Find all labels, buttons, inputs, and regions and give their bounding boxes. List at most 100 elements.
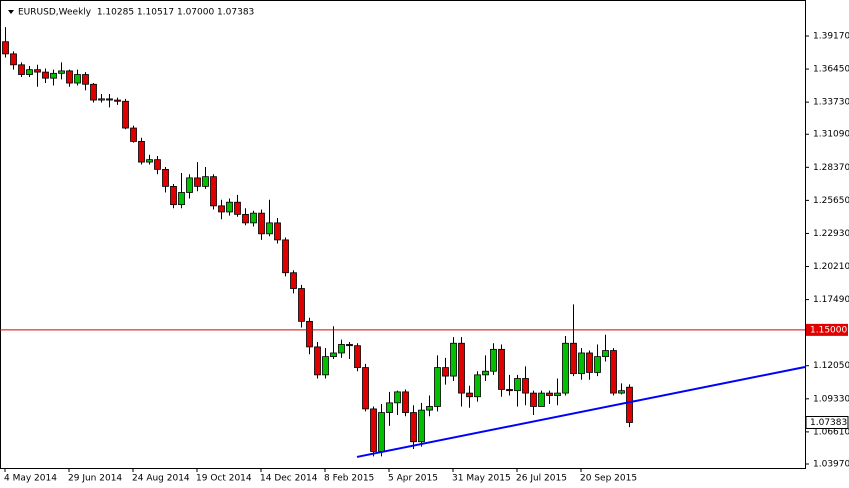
candle-body [450, 342, 457, 377]
candle-body [618, 390, 625, 394]
candle-body [306, 320, 313, 348]
candle-body [466, 392, 473, 398]
candle-body [26, 69, 33, 75]
candle-body [546, 392, 553, 396]
candle-body [282, 239, 289, 274]
y-tick-label: 1.25650 [813, 196, 849, 206]
candle-body [362, 367, 369, 410]
x-tick-label: 8 Feb 2015 [324, 474, 374, 484]
candle-body [474, 374, 481, 398]
candle-body [74, 74, 81, 84]
candle-body [394, 391, 401, 404]
candle-body [402, 391, 409, 413]
y-tick-label: 1.20210 [813, 262, 849, 272]
candle-body [42, 71, 49, 79]
candle-body [610, 350, 617, 394]
candle-body [370, 408, 377, 452]
candle-body [162, 168, 169, 187]
candle-body [130, 127, 137, 142]
candle-body [570, 342, 577, 375]
menu-arrow [8, 10, 14, 14]
x-tick-label: 5 Apr 2015 [388, 474, 438, 484]
candle-body [178, 192, 185, 206]
candle-body [602, 350, 609, 358]
candle-body [578, 352, 585, 375]
x-tick-label: 19 Oct 2014 [196, 474, 252, 484]
candle-body [354, 345, 361, 368]
candle-body [626, 386, 633, 423]
candle-body [562, 342, 569, 394]
candle-body [2, 41, 9, 55]
candle-body [442, 367, 449, 377]
candle-body [322, 356, 329, 376]
y-tick-label: 1.06610 [813, 427, 849, 437]
y-tick-label: 1.17490 [813, 295, 849, 305]
candle-body [314, 346, 321, 376]
candle-body [538, 392, 545, 407]
candle-body [218, 205, 225, 213]
candle-body [274, 222, 281, 241]
candle-body [114, 99, 121, 102]
candle-body [594, 356, 601, 373]
y-tick-label: 1.28370 [813, 163, 849, 173]
candle-body [386, 402, 393, 413]
candle-body [18, 64, 25, 75]
candle-body [434, 367, 441, 407]
x-tick-label: 29 Jun 2014 [68, 474, 122, 484]
candle-body [82, 74, 89, 85]
y-tick-label: 1.36450 [813, 65, 849, 75]
candle-body [530, 392, 537, 407]
candle-body [514, 378, 521, 392]
candle-body [122, 100, 129, 129]
candle-body [554, 392, 561, 396]
candle-body [378, 412, 385, 452]
y-tick-label: 1.12050 [813, 361, 849, 371]
candle-body [90, 83, 97, 101]
candle-body [290, 272, 297, 289]
candle-body [266, 222, 273, 235]
candle-body [458, 342, 465, 394]
candle-body [226, 201, 233, 213]
trendline [356, 365, 806, 458]
y-tick-label: 1.22930 [813, 229, 849, 239]
candle-body [410, 412, 417, 443]
candle-body [50, 72, 57, 79]
level-label: 1.15000 [810, 325, 847, 335]
candle-body [522, 378, 529, 394]
chart-header: EURUSD,Weekly 1.10285 1.10517 1.07000 1.… [18, 8, 254, 18]
candle-body [298, 288, 305, 322]
y-tick-label: 1.33730 [813, 98, 849, 108]
candle-body [346, 344, 353, 347]
candle-body [418, 409, 425, 443]
candle-body [506, 389, 513, 392]
candle-body [338, 344, 345, 354]
y-tick-label: 1.31090 [813, 130, 849, 140]
x-tick-label: 14 Dec 2014 [260, 474, 318, 484]
y-tick-label: 1.09330 [813, 394, 849, 404]
candle-body [482, 370, 489, 376]
candle-body [202, 176, 209, 187]
candle-body [234, 201, 241, 215]
x-tick-label: 26 Jul 2015 [516, 474, 567, 484]
candle-body [250, 212, 257, 224]
level-label-box [806, 323, 848, 336]
candle-body [210, 176, 217, 207]
y-tick-label: 1.39170 [813, 31, 849, 41]
candle-body [242, 213, 249, 224]
x-tick-label: 31 May 2015 [452, 474, 511, 484]
candle-body [34, 69, 41, 73]
candle-body [330, 352, 337, 358]
candle-body [106, 98, 113, 101]
candle-body [194, 177, 201, 187]
x-tick-label: 24 Aug 2014 [132, 474, 190, 484]
candle-body [98, 98, 105, 101]
candle-body [146, 159, 153, 163]
candle-body [66, 70, 73, 84]
plot-frame [0, 0, 806, 469]
candle-body [170, 185, 177, 206]
candle-body [258, 212, 265, 235]
candle-body [426, 406, 433, 411]
candle-body [498, 348, 505, 390]
candle-body [138, 141, 145, 163]
